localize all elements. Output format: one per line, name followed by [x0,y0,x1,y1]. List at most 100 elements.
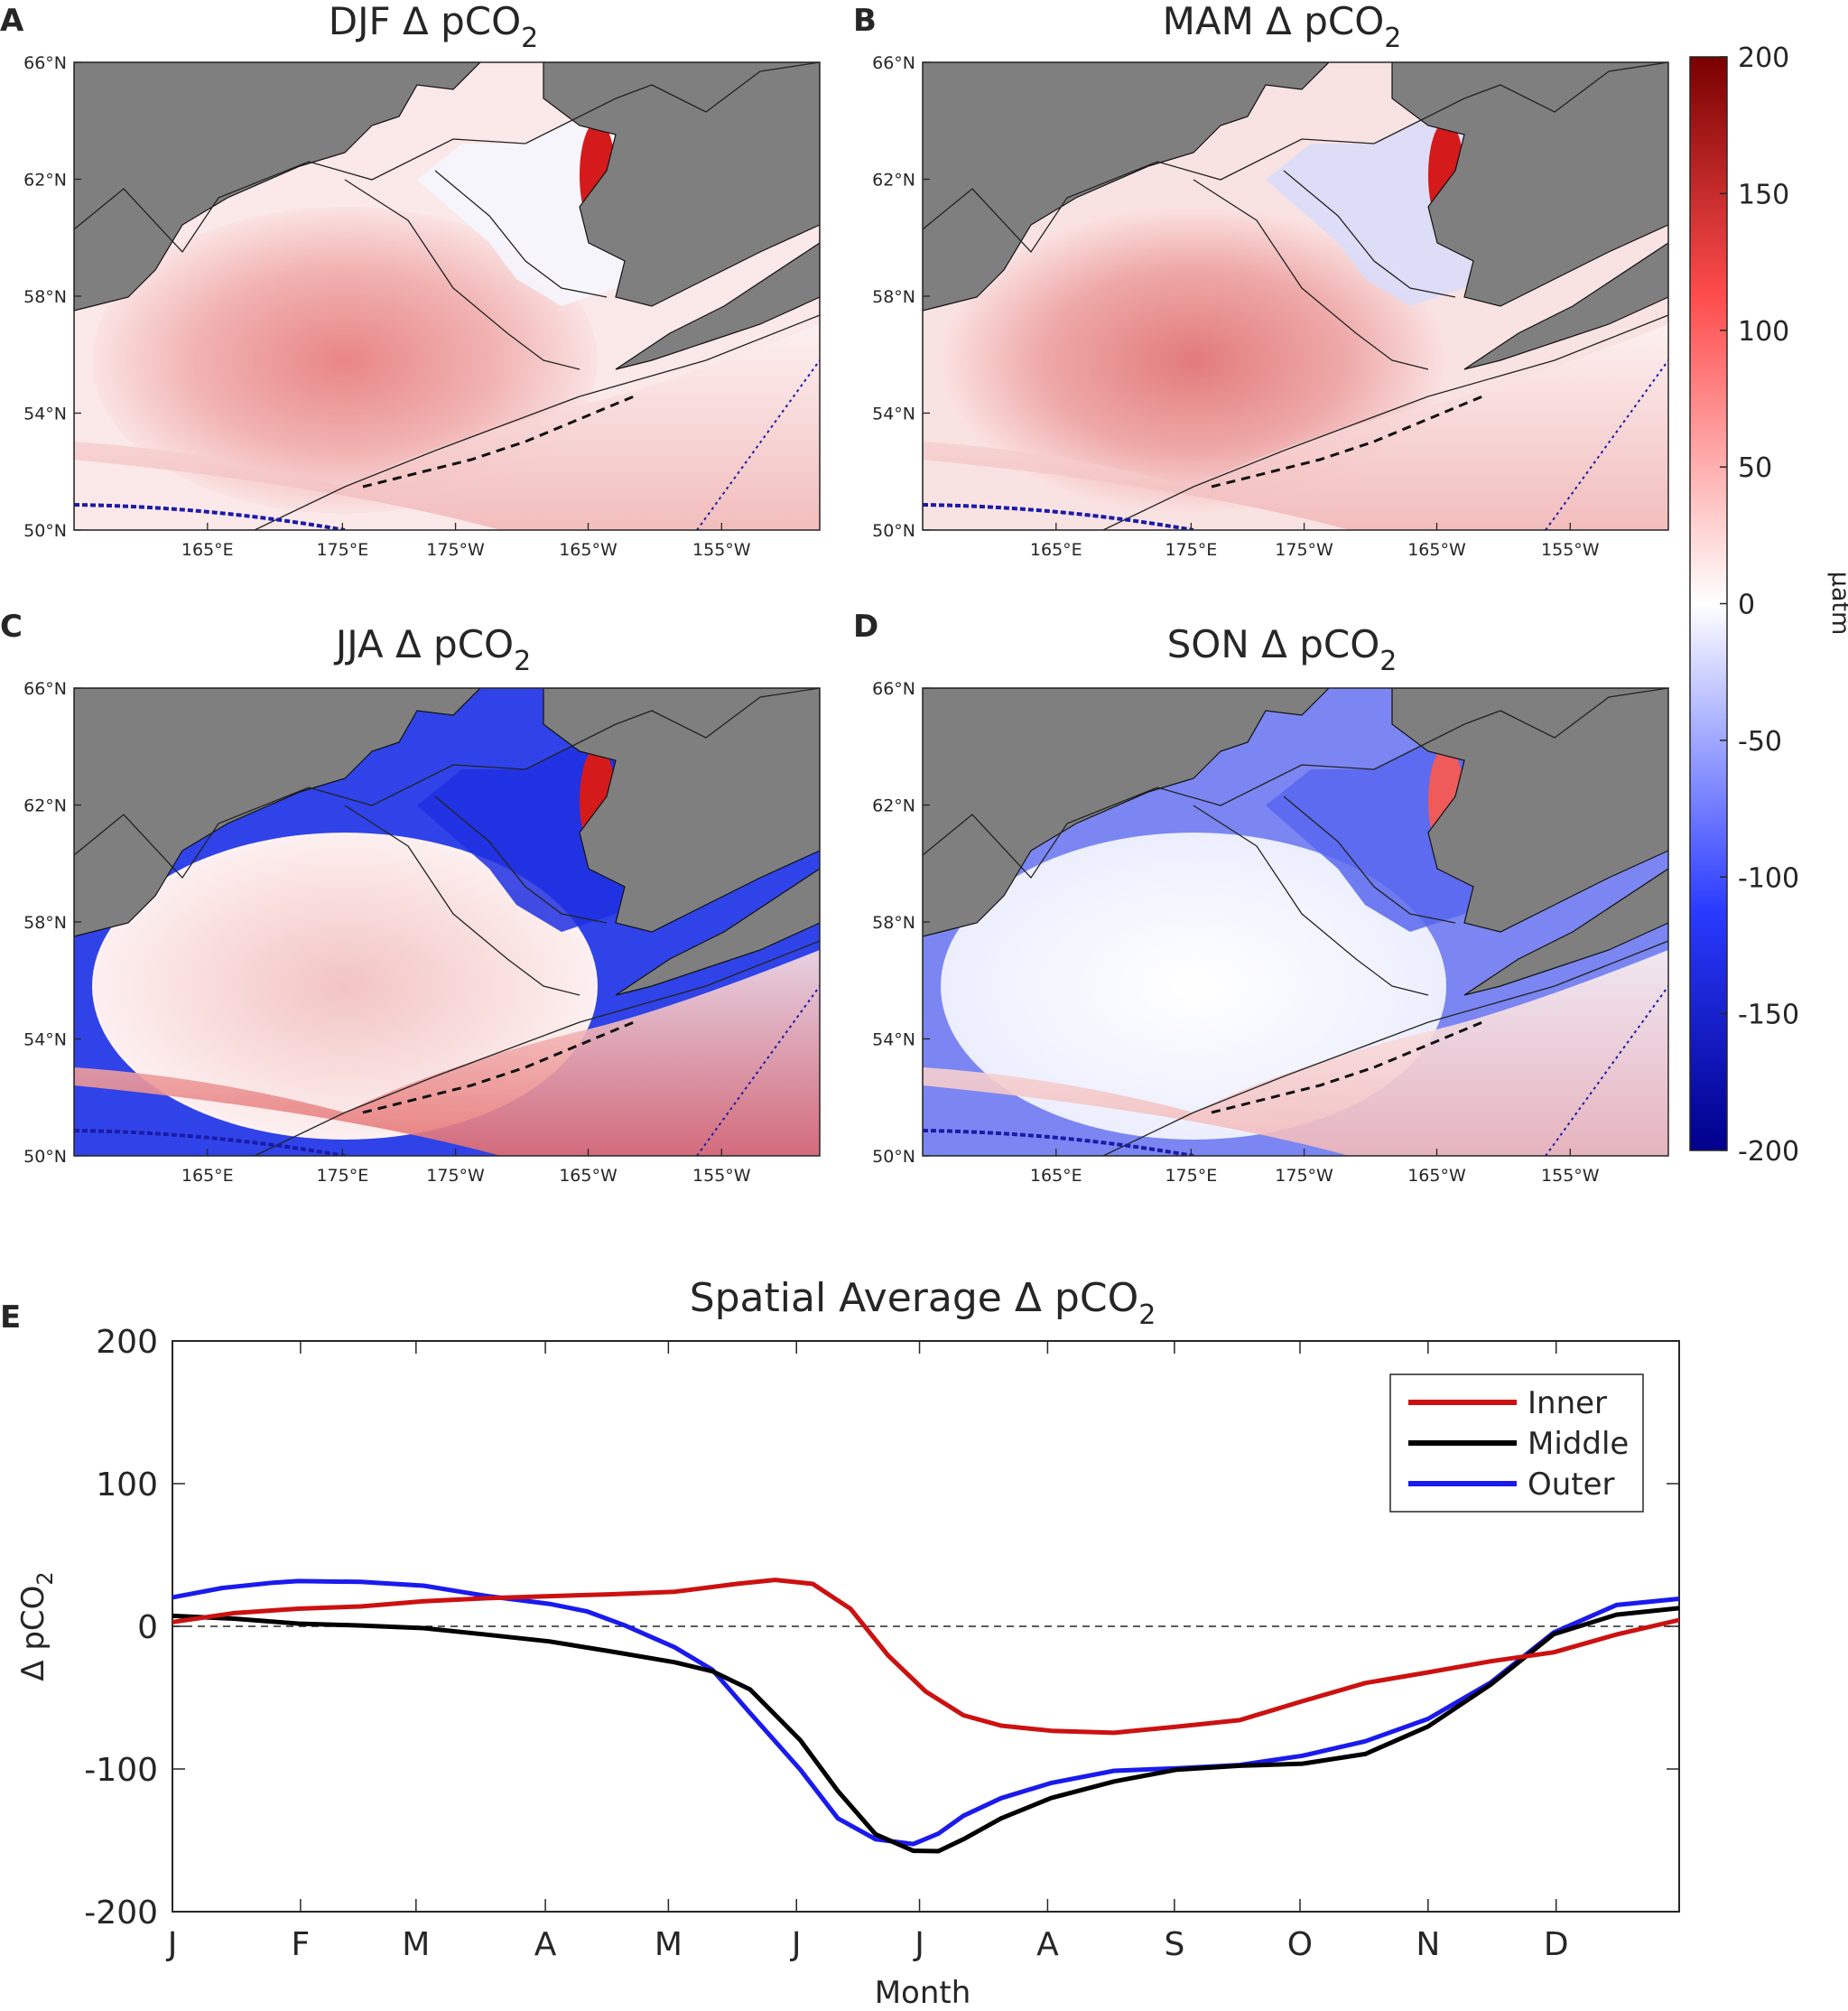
middle-shelf-isobath [344,805,580,996]
x-tick-label: M [402,1926,430,1963]
lat-label: 62°N [23,171,67,191]
y-tick-label: -200 [84,1895,158,1932]
y-tick-label: 100 [96,1466,158,1504]
inner-shelf-isobath [1283,170,1456,298]
lon-label: 165°W [1407,1166,1466,1186]
land-alaska [543,688,820,933]
x-axis-label: Month [875,1975,971,2011]
inner-shelf-isobath [434,170,608,298]
lat-label: 50°N [23,1147,67,1167]
colorbar-tick-label: 0 [1738,590,1755,621]
panel-letter: A [0,3,24,39]
panel-letter: C [0,609,23,645]
map-title: DJF Δ pCO2 [329,0,538,54]
inner-shelf-isobath [1283,796,1456,924]
colorbar-ticks: 200 150 100 50 0 -50 -100 -150 -200 [1720,42,1799,1168]
x-tick-label: F [292,1926,311,1963]
inner-shelf-isobath [434,796,608,924]
lat-label: 66°N [872,53,915,73]
y-axis-ticks: 200 100 0 -100 -200 [84,1324,1679,1932]
land-siberia [74,688,481,937]
x-tick-label: O [1287,1926,1313,1963]
southern-band [74,950,820,1156]
legend-label-outer: Outer [1528,1466,1615,1503]
lon-label: 175°W [426,1166,485,1186]
panel-letter-e: E [0,1299,21,1336]
southern-boundary [74,503,346,530]
y-tick-label: 0 [137,1609,158,1646]
panel-letter: D [853,609,878,645]
alaska-peninsula [1463,242,1668,370]
map-panel-d: 66°N 62°N 58°N 54°N 50°N 165°E 175°E 175°W 165°W… [872,679,1669,1186]
lon-label: 175°W [1275,1166,1333,1186]
legend: Inner Middle Outer [1389,1373,1644,1513]
map-panel-a: 66°N 62°N 58°N 54°N 50°N 165°E 175°E 175°W 165°W… [23,53,821,560]
series-lines [172,1578,1680,1854]
map-content [74,62,820,530]
land-siberia [923,688,1330,937]
colorbar-tick-label: 50 [1738,452,1772,484]
lon-label: 165°W [559,540,618,560]
alaska-peninsula [1463,868,1668,996]
map-panel-b: 66°N 62°N 58°N 54°N 50°N 165°E 175°E 175°W 165°W… [872,53,1669,560]
x-tick-label: J [913,1926,924,1963]
aleutian-islands [1211,1020,1483,1114]
lon-label: 175°W [426,540,485,560]
legend-label-inner: Inner [1528,1385,1607,1421]
x-tick-label: A [534,1926,557,1963]
middle-shelf-isobath [1193,805,1429,996]
lat-label: 66°N [872,679,915,699]
spatial-average-chart: E Spatial Average Δ pCO2 200 100 0 -100 -200… [0,1275,1680,2011]
lat-label: 50°N [872,521,915,541]
southern-boundary [74,1129,346,1156]
colorbar: 200 150 100 50 0 -50 -100 -150 -200 μatm [1689,42,1848,1168]
colorbar-tick-label: -150 [1738,1000,1799,1031]
aleutian-islands [362,1020,635,1114]
map-title: MAM Δ pCO2 [1163,0,1402,54]
map-title: JJA Δ pCO2 [333,622,531,677]
lon-label: 155°W [692,540,751,560]
shelf-isobath [74,688,820,1156]
lat-label: 50°N [872,1147,915,1167]
lat-label: 54°N [872,1030,915,1050]
colorbar-tick-label: 150 [1738,179,1789,210]
map-content [923,688,1668,1156]
southern-band [923,324,1668,530]
lat-label: 66°N [23,53,67,73]
lat-label: 50°N [23,521,67,541]
y-tick-label: 200 [96,1324,158,1361]
panel-letter: B [853,3,877,39]
lon-label: 165°E [1030,1166,1082,1186]
y-tick-label: -100 [84,1752,158,1789]
lat-label: 54°N [872,405,915,424]
x-tick-label: S [1164,1926,1184,1963]
land-siberia [74,62,481,312]
lat-label: 66°N [23,679,67,699]
colorbar-tick-label: -100 [1738,862,1799,894]
land-alaska [543,62,820,307]
series-line-outer [172,1578,1680,1847]
middle-shelf-isobath [344,179,580,370]
lon-label: 175°W [1275,540,1333,560]
lat-label: 54°N [23,1030,67,1050]
land-alaska [1391,62,1668,307]
y-axis-label: Δ pCO2 [15,1571,58,1680]
map-content [923,62,1668,530]
lon-label: 175°E [1165,540,1217,560]
lon-label: 165°E [181,540,234,560]
x-tick-label: A [1036,1926,1059,1963]
aleutian-islands [362,395,635,489]
lat-label: 58°N [872,287,915,307]
southern-band [74,324,820,530]
lat-label: 62°N [872,171,915,191]
lon-label: 165°E [1030,540,1082,560]
shelf-isobath [923,688,1668,1156]
colorbar-unit: μatm [1826,572,1848,636]
map-panel-c: 66°N 62°N 58°N 54°N 50°N 165°E 175°E 175°W 165°W… [23,679,821,1186]
lon-label: 165°W [1407,540,1466,560]
land-siberia [923,62,1330,312]
lat-label: 58°N [23,287,67,307]
colorbar-tick-label: 200 [1738,42,1789,74]
